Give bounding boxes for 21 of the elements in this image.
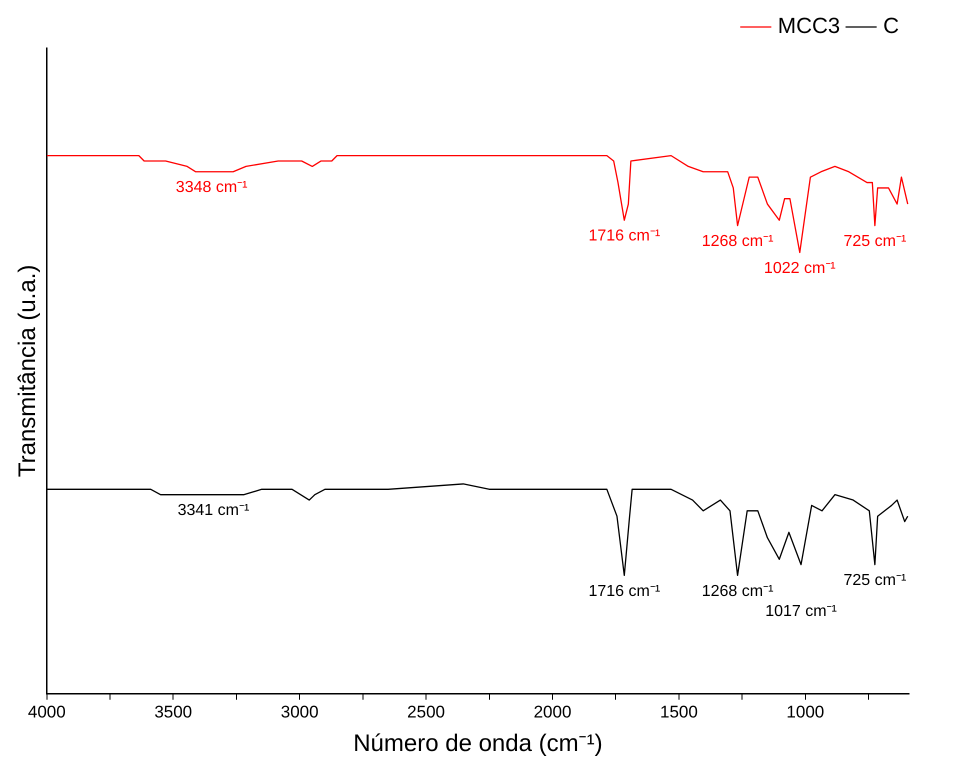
annotation: 1268 cm⁻¹ (702, 233, 774, 250)
x-tick-label: 4000 (28, 702, 66, 722)
y-axis-title: Transmitância (u.a.) (14, 264, 42, 478)
x-tick-label: 3000 (280, 702, 319, 722)
annotation: 3341 cm⁻¹ (178, 502, 250, 520)
annotation: 1017 cm⁻¹ (765, 602, 837, 620)
legend-label: C (883, 13, 900, 38)
annotation: 1716 cm⁻¹ (588, 228, 660, 245)
annotation: 1268 cm⁻¹ (702, 582, 774, 600)
x-tick-label: 2500 (407, 702, 445, 722)
legend-label: MCC3 (778, 13, 840, 38)
x-tick-label: 1000 (786, 702, 824, 722)
x-tick-label: 1500 (660, 702, 698, 722)
x-tick-label: 2000 (534, 702, 572, 722)
annotation: 1022 cm⁻¹ (764, 260, 836, 277)
x-tick-label: 3500 (154, 702, 192, 722)
annotation: 1716 cm⁻¹ (588, 582, 660, 600)
annotation: 3348 cm⁻¹ (176, 179, 248, 196)
x-axis-title: Número de onda (cm⁻¹) (353, 730, 603, 758)
annotation: 725 cm⁻¹ (843, 233, 906, 250)
annotation: 725 cm⁻¹ (843, 572, 906, 590)
